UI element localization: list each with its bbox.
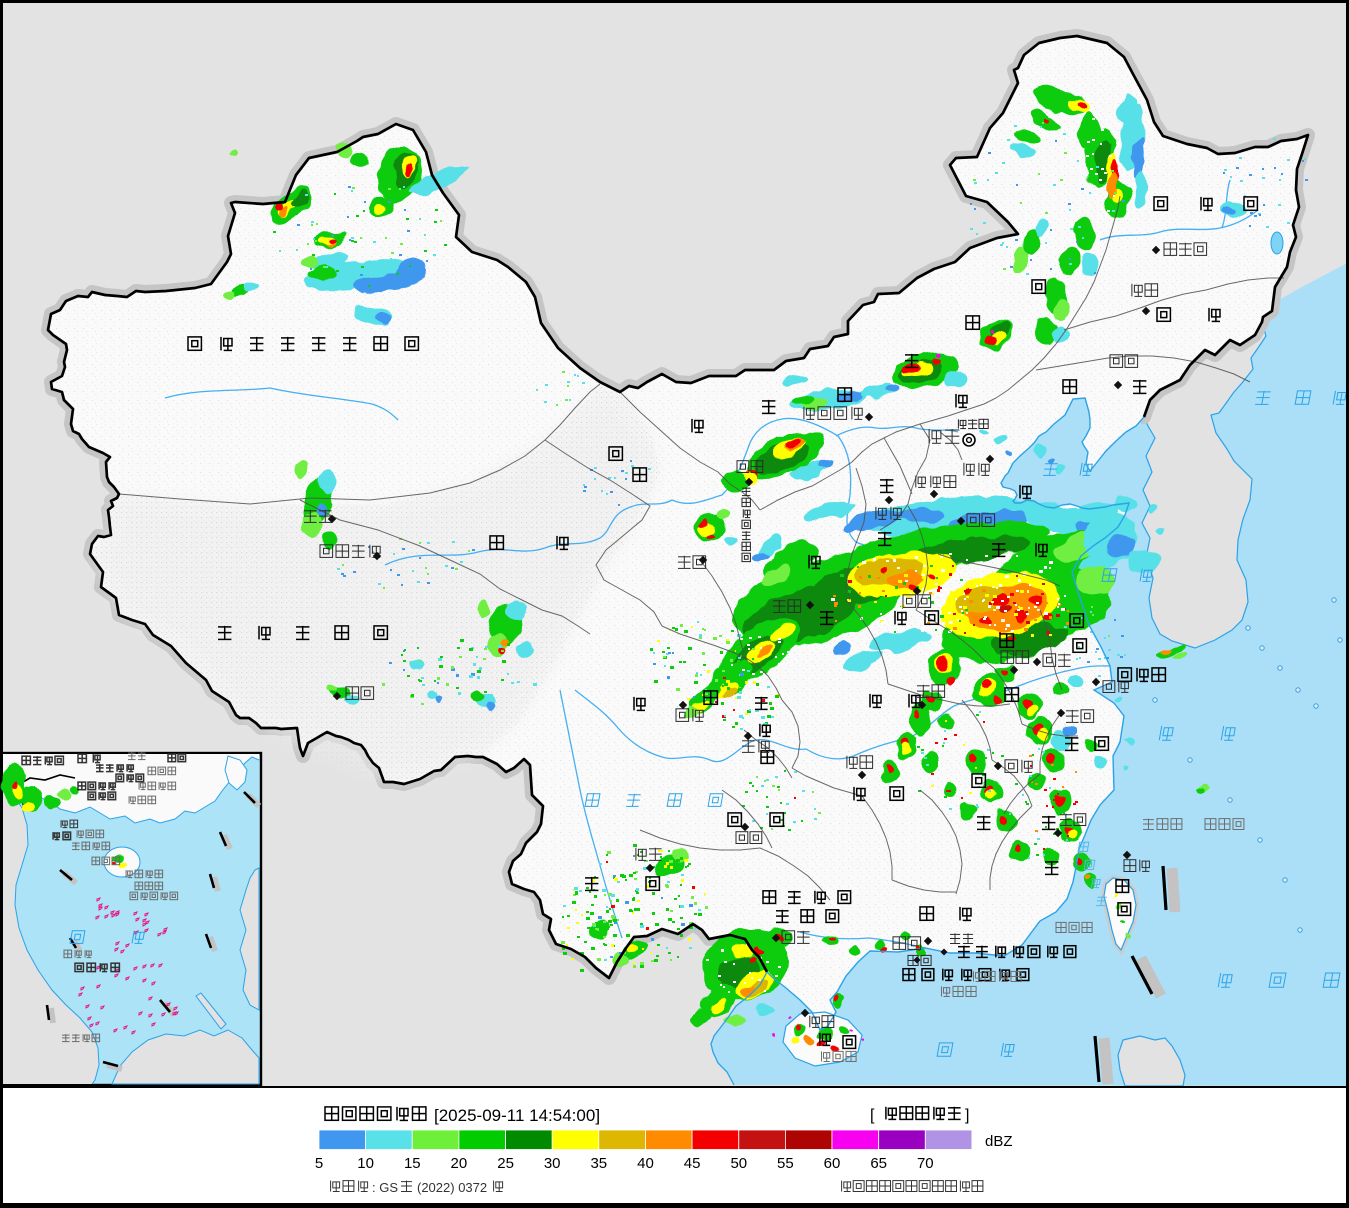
svg-text:60: 60 bbox=[824, 1155, 841, 1172]
svg-text:70: 70 bbox=[917, 1155, 934, 1172]
svg-text:55: 55 bbox=[777, 1155, 794, 1172]
svg-text:[2025-09-11 14:54:00]: [2025-09-11 14:54:00] bbox=[434, 1106, 600, 1125]
svg-text:(2022) 0372: (2022) 0372 bbox=[417, 1180, 487, 1195]
svg-text:50: 50 bbox=[730, 1155, 747, 1172]
svg-text:30: 30 bbox=[544, 1155, 561, 1172]
svg-text:35: 35 bbox=[590, 1155, 607, 1172]
svg-text:5: 5 bbox=[315, 1155, 323, 1172]
svg-text:65: 65 bbox=[870, 1155, 887, 1172]
svg-text:[: [ bbox=[870, 1107, 875, 1124]
svg-text:25: 25 bbox=[497, 1155, 514, 1172]
svg-text:15: 15 bbox=[404, 1155, 421, 1172]
svg-text:40: 40 bbox=[637, 1155, 654, 1172]
svg-text:20: 20 bbox=[451, 1155, 468, 1172]
svg-text:: GS: : GS bbox=[372, 1180, 398, 1195]
svg-text:]: ] bbox=[965, 1107, 969, 1124]
svg-text:10: 10 bbox=[357, 1155, 374, 1172]
svg-text:45: 45 bbox=[684, 1155, 701, 1172]
svg-text:dBZ: dBZ bbox=[985, 1133, 1013, 1150]
